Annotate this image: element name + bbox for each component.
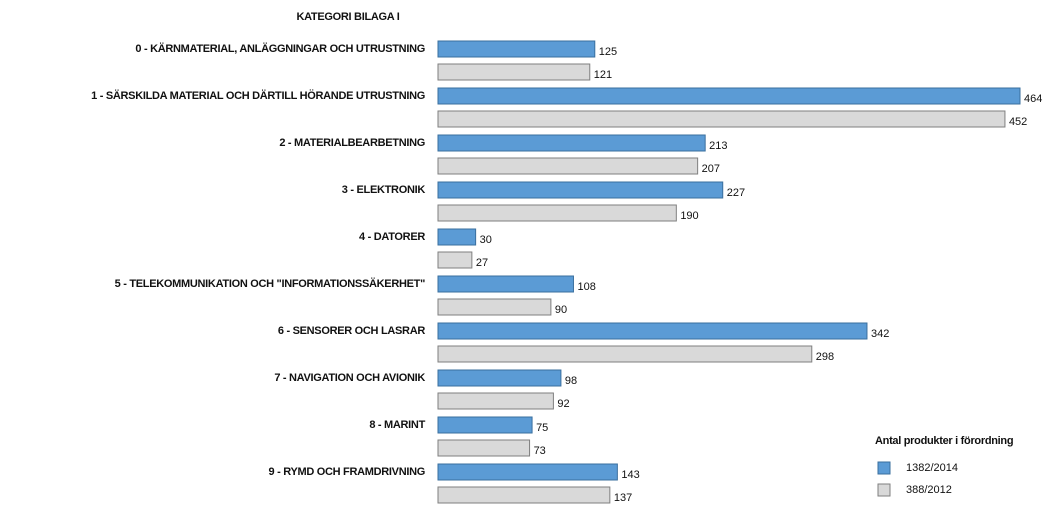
- value-label: 125: [599, 46, 617, 58]
- bar: [437, 204, 677, 222]
- category-label: 4 - DATORER: [359, 231, 425, 243]
- bar: [437, 486, 611, 504]
- category-label: 6 - SENSORER OCH LASRAR: [278, 325, 425, 337]
- category-label: 5 - TELEKOMMUNIKATION OCH "INFORMATIONSS…: [115, 277, 425, 290]
- value-label: 207: [702, 163, 720, 175]
- bar: [437, 157, 699, 175]
- category-label: 8 - MARINT: [369, 419, 425, 431]
- bar: [437, 439, 531, 457]
- category-label: 7 - NAVIGATION OCH AVIONIK: [274, 372, 425, 384]
- bar: [437, 228, 477, 246]
- bar: [437, 298, 552, 316]
- value-label: 452: [1009, 116, 1027, 128]
- bar: [437, 322, 868, 340]
- category-label: 2 - MATERIALBEARBETNING: [279, 137, 425, 149]
- value-label: 30: [480, 234, 492, 246]
- value-label: 73: [534, 445, 546, 457]
- legend-swatch: [877, 483, 891, 497]
- value-label: 213: [709, 140, 727, 152]
- legend-swatch: [877, 461, 891, 475]
- bar: [437, 63, 591, 81]
- bar: [437, 463, 618, 481]
- value-label: 190: [680, 210, 698, 222]
- value-label: 342: [871, 328, 889, 340]
- category-label: 0 - KÄRNMATERIAL, ANLÄGGNINGAR OCH UTRUS…: [135, 42, 425, 55]
- bar: [437, 392, 554, 410]
- legend-label: 388/2012: [906, 484, 952, 496]
- bar: [437, 134, 706, 152]
- chart-title: KATEGORI BILAGA I: [296, 11, 399, 23]
- bar: [437, 87, 1021, 105]
- bar: [437, 416, 533, 434]
- value-label: 137: [614, 492, 632, 504]
- value-label: 27: [476, 257, 488, 269]
- value-label: 121: [594, 69, 612, 81]
- value-label: 75: [536, 422, 548, 434]
- bar: [437, 251, 473, 269]
- value-label: 464: [1024, 93, 1042, 105]
- category-label: 3 - ELEKTRONIK: [342, 184, 426, 196]
- legend-label: 1382/2014: [906, 462, 958, 474]
- value-label: 298: [816, 351, 834, 363]
- value-label: 92: [557, 398, 569, 410]
- value-label: 227: [727, 187, 745, 199]
- bar: [437, 275, 574, 293]
- value-label: 108: [577, 281, 595, 293]
- legend-title: Antal produkter i förordning: [875, 435, 1013, 447]
- category-label: 9 - RYMD OCH FRAMDRIVNING: [269, 466, 425, 478]
- bar: [437, 369, 562, 387]
- bar: [437, 110, 1006, 128]
- bar: [437, 181, 724, 199]
- bar: [437, 40, 596, 58]
- bar: [437, 345, 813, 363]
- value-label: 98: [565, 375, 577, 387]
- value-label: 90: [555, 304, 567, 316]
- value-label: 143: [621, 469, 639, 481]
- category-label: 1 - SÄRSKILDA MATERIAL OCH DÄRTILL HÖRAN…: [91, 89, 425, 102]
